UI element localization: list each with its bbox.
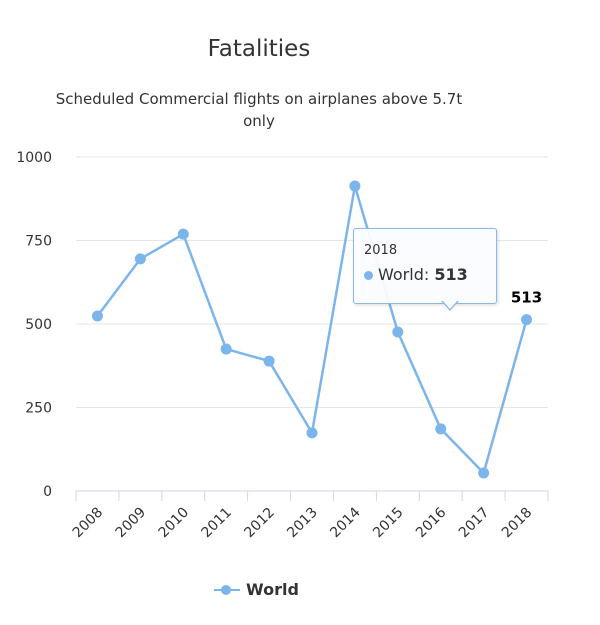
tooltip-series: World:: [378, 265, 435, 284]
x-tick-label: 2018: [499, 505, 536, 542]
tooltip: 2018 World: 513: [353, 228, 497, 304]
tooltip-category: 2018: [364, 243, 398, 258]
subtitle-line-1: Scheduled Commercial flights on airplane…: [55, 90, 463, 108]
data-point-2012: [263, 355, 275, 367]
y-tick-label: 500: [25, 317, 52, 333]
x-tick-label: 2010: [156, 505, 193, 542]
data-point-2010: [177, 228, 189, 240]
data-point-2015: [392, 326, 404, 338]
x-tick-label: 2016: [413, 504, 450, 541]
x-tick-label: 2013: [284, 505, 321, 542]
data-point-2009: [134, 253, 146, 265]
data-point-2018: [521, 314, 533, 326]
legend-item-world[interactable]: World: [214, 580, 299, 599]
data-point-2008: [91, 310, 103, 322]
x-tick-label: 2017: [456, 505, 493, 542]
chart-subtitle: Scheduled Commercial flights on airplane…: [0, 88, 518, 132]
subtitle-line-2: only: [243, 112, 275, 130]
chart-title: Fatalities: [207, 36, 311, 62]
x-tick-label: 2015: [370, 505, 407, 542]
data-label: 513: [511, 289, 542, 307]
x-tick-label: 2012: [241, 505, 278, 542]
legend-label: World: [246, 580, 299, 599]
tooltip-value: 513: [434, 265, 468, 284]
y-tick-label: 750: [25, 234, 52, 250]
x-tick-label: 2008: [70, 505, 107, 542]
x-tick-label: 2009: [113, 505, 150, 542]
x-tick-label: 2014: [327, 504, 364, 541]
data-point-2014: [349, 180, 361, 192]
legend-line-marker-icon: [214, 583, 240, 597]
y-tick-label: 250: [25, 401, 52, 417]
data-point-2011: [220, 343, 232, 355]
tooltip-series-dot-icon: [364, 271, 373, 280]
tooltip-pointer-fill: [442, 300, 458, 309]
data-point-2017: [478, 467, 490, 479]
data-point-2016: [435, 423, 447, 435]
y-tick-label: 0: [43, 484, 52, 500]
data-point-2013: [306, 427, 318, 439]
y-tick-label: 1000: [16, 150, 52, 166]
x-tick-label: 2011: [198, 505, 235, 542]
